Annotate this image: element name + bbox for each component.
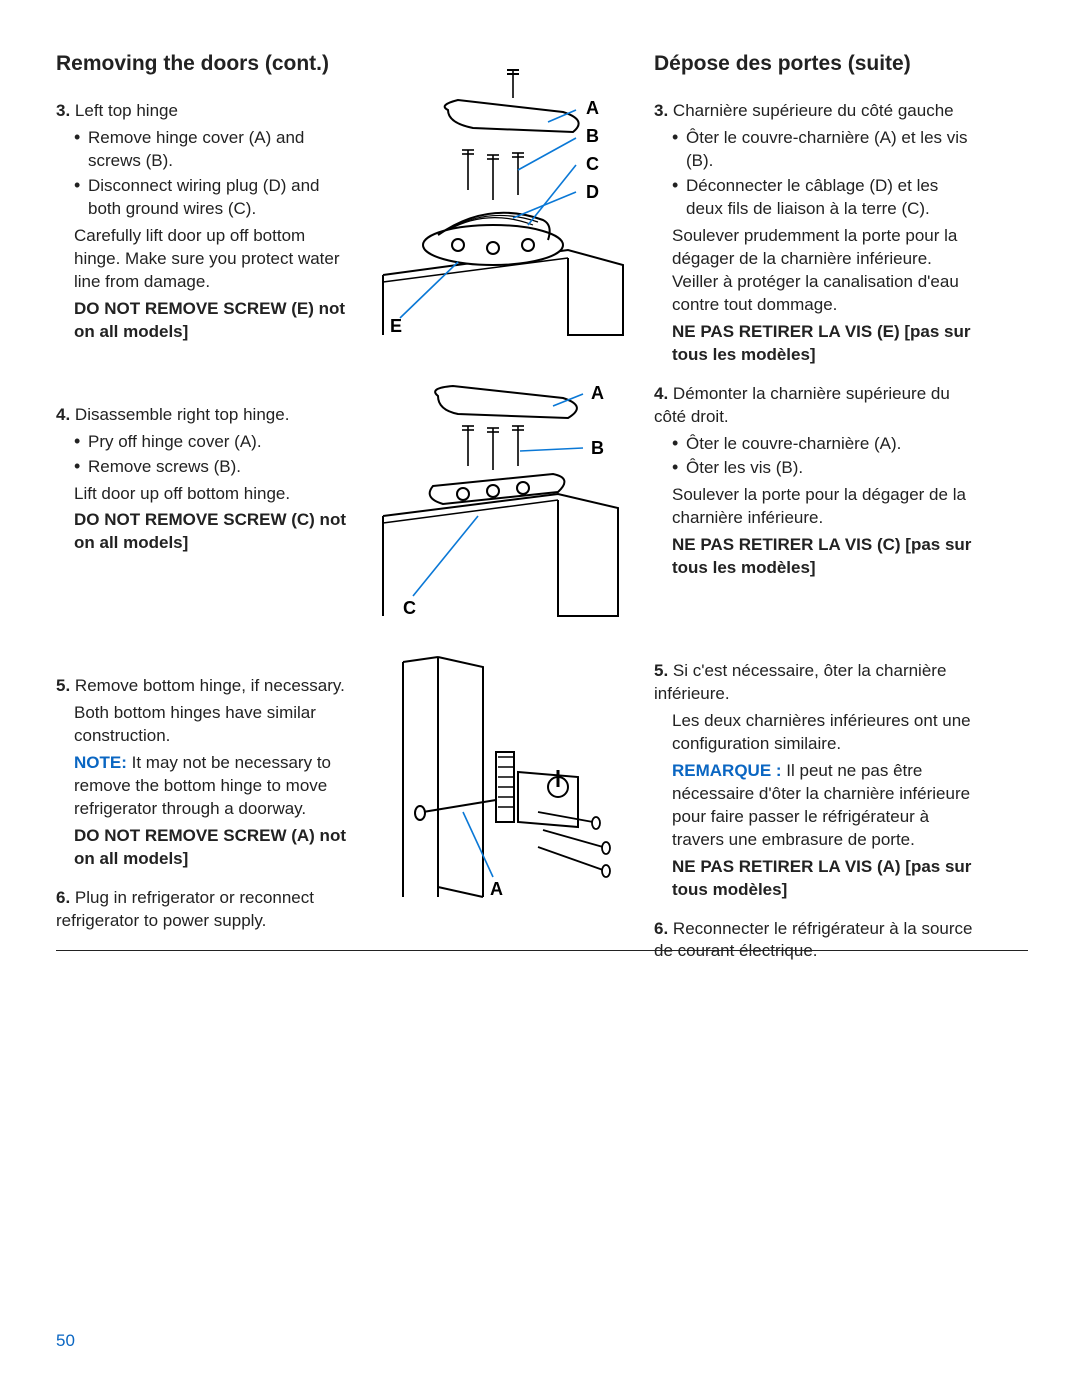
step-title: Plug in refrigerator or reconnect refrig… bbox=[56, 888, 314, 930]
divider-line bbox=[56, 950, 1028, 951]
warning: DO NOT REMOVE SCREW (C) not on all model… bbox=[56, 509, 351, 555]
paragraph: Les deux charnières inférieures ont une … bbox=[654, 710, 974, 756]
step-title: Remove bottom hinge, if necessary. bbox=[75, 676, 345, 695]
paragraph: Carefully lift door up off bottom hinge.… bbox=[56, 225, 351, 294]
step-title: Si c'est nécessaire, ôter la charnière i… bbox=[654, 661, 946, 703]
bullet: Déconnecter le câblage (D) et les deux f… bbox=[672, 175, 974, 221]
step-num: 3. bbox=[654, 101, 668, 120]
warning: NE PAS RETIRER LA VIS (C) [pas sur tous … bbox=[654, 534, 974, 580]
step-3-en: 3. Left top hinge Remove hinge cover (A)… bbox=[56, 100, 351, 343]
warning: DO NOT REMOVE SCREW (E) not on all model… bbox=[56, 298, 351, 344]
label-a: A bbox=[591, 383, 604, 403]
bullet: Pry off hinge cover (A). bbox=[74, 431, 351, 454]
label-c: C bbox=[403, 598, 416, 618]
step-title: Disassemble right top hinge. bbox=[75, 405, 290, 424]
step-num: 6. bbox=[654, 919, 668, 938]
label-b: B bbox=[586, 126, 599, 146]
french-column: Dépose des portes (suite) 3. Charnière s… bbox=[654, 50, 974, 979]
label-c: C bbox=[586, 154, 599, 174]
step-6-fr: 6. Reconnecter le réfrigérateur à la sou… bbox=[654, 918, 974, 964]
bullet: Ôter le couvre-charnière (A) et les vis … bbox=[672, 127, 974, 173]
diagram-column: A B C D E bbox=[375, 50, 630, 979]
bullet: Remove screws (B). bbox=[74, 456, 351, 479]
paragraph: Lift door up off bottom hinge. bbox=[56, 483, 351, 506]
paragraph: Soulever la porte pour la dégager de la … bbox=[654, 484, 974, 530]
step-title: Démonter la charnière supérieure du côté… bbox=[654, 384, 950, 426]
label-a: A bbox=[490, 879, 503, 899]
warning: NE PAS RETIRER LA VIS (A) [pas sur tous … bbox=[654, 856, 974, 902]
step-4-fr: 4. Démonter la charnière supérieure du c… bbox=[654, 383, 974, 581]
step-title: Reconnecter le réfrigérateur à la source… bbox=[654, 919, 972, 961]
paragraph: Both bottom hinges have similar construc… bbox=[56, 702, 351, 748]
step-6-en: 6. Plug in refrigerator or reconnect ref… bbox=[56, 887, 351, 933]
heading-french: Dépose des portes (suite) bbox=[654, 50, 974, 78]
diagram-right-top-hinge: A B C bbox=[378, 366, 628, 626]
label-a: A bbox=[586, 98, 599, 118]
step-5-en: 5. Remove bottom hinge, if necessary. Bo… bbox=[56, 675, 351, 871]
label-b: B bbox=[591, 438, 604, 458]
step-4-en: 4. Disassemble right top hinge. Pry off … bbox=[56, 404, 351, 556]
step-num: 3. bbox=[56, 101, 70, 120]
diagram-left-top-hinge: A B C D E bbox=[378, 50, 628, 340]
bullet: Ôter le couvre-charnière (A). bbox=[672, 433, 974, 456]
step-num: 6. bbox=[56, 888, 70, 907]
paragraph: Soulever prudemment la porte pour la dég… bbox=[654, 225, 974, 317]
diagram-bottom-hinge: A bbox=[378, 652, 628, 912]
step-3-fr: 3. Charnière supérieure du côté gauche Ô… bbox=[654, 100, 974, 366]
note: NOTE: It may not be necessary to remove … bbox=[56, 752, 351, 821]
english-column: Removing the doors (cont.) 3. Left top h… bbox=[56, 50, 351, 979]
warning: NE PAS RETIRER LA VIS (E) [pas sur tous … bbox=[654, 321, 974, 367]
step-title: Charnière supérieure du côté gauche bbox=[673, 101, 954, 120]
note-label: REMARQUE : bbox=[672, 761, 782, 780]
note: REMARQUE : Il peut ne pas être nécessair… bbox=[654, 760, 974, 852]
step-num: 5. bbox=[56, 676, 70, 695]
heading-english: Removing the doors (cont.) bbox=[56, 50, 351, 78]
step-5-fr: 5. Si c'est nécessaire, ôter la charnièr… bbox=[654, 660, 974, 901]
step-num: 4. bbox=[654, 384, 668, 403]
label-d: D bbox=[586, 182, 599, 202]
label-e: E bbox=[390, 316, 402, 336]
step-title: Left top hinge bbox=[75, 101, 178, 120]
bullet: Ôter les vis (B). bbox=[672, 457, 974, 480]
page-number: 50 bbox=[56, 1330, 75, 1353]
bullet: Disconnect wiring plug (D) and both grou… bbox=[74, 175, 351, 221]
step-num: 4. bbox=[56, 405, 70, 424]
step-num: 5. bbox=[654, 661, 668, 680]
bullet: Remove hinge cover (A) and screws (B). bbox=[74, 127, 351, 173]
warning: DO NOT REMOVE SCREW (A) not on all model… bbox=[56, 825, 351, 871]
note-label: NOTE: bbox=[74, 753, 127, 772]
